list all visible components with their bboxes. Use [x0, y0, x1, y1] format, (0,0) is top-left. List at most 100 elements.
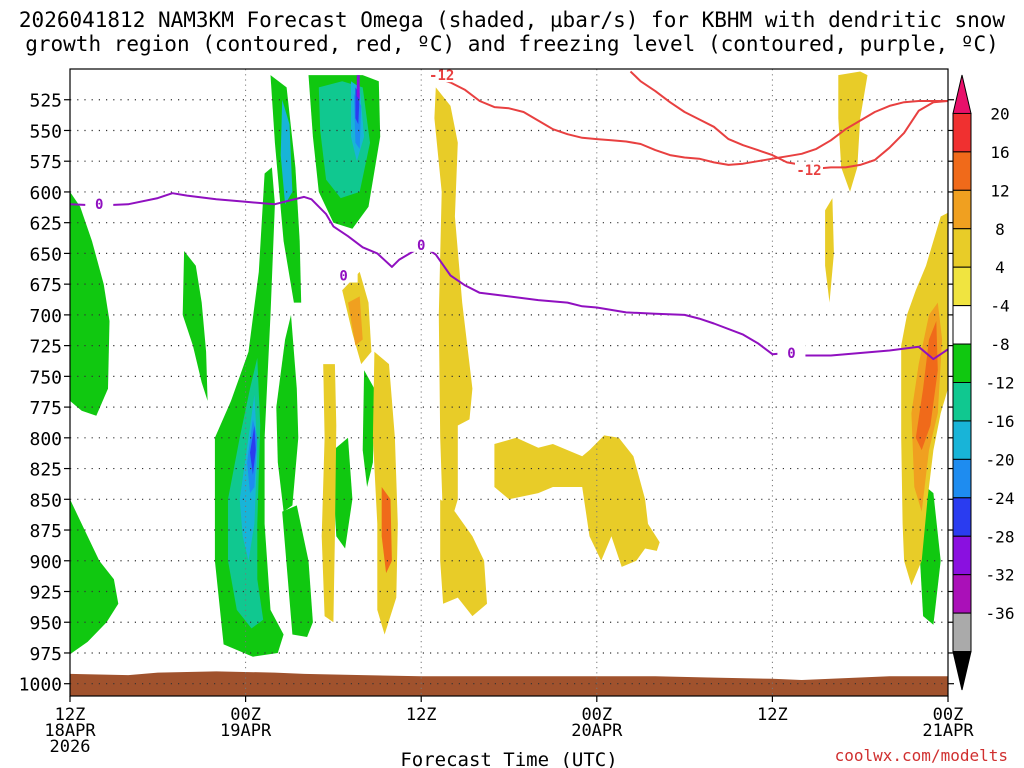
freezing-label-4: 0	[787, 346, 795, 362]
x-tick-label-3-0: 00Z	[581, 705, 612, 725]
y-tick-label-625: 625	[29, 214, 62, 235]
y-tick-label-900: 900	[29, 552, 62, 573]
omega-shading-layer	[70, 71, 948, 657]
freezing-label-4-bg	[777, 344, 806, 360]
y-tick-label-650: 650	[29, 244, 62, 265]
colorbar-swatch-3	[952, 189, 972, 230]
omega-region-29	[494, 435, 660, 567]
y-tick-label-600: 600	[29, 183, 62, 204]
colorbar-swatch-12	[952, 535, 972, 576]
y-tick-label-725: 725	[29, 337, 62, 358]
omega-region-23	[321, 364, 337, 623]
colorbar-label-2: 12	[990, 181, 1009, 200]
y-tick-label-950: 950	[29, 613, 62, 634]
omega-region-14	[280, 99, 293, 205]
x-tick-label-1-0: 00Z	[230, 705, 261, 725]
dendritic-contour-upper	[629, 70, 948, 170]
colorbar-label-8: -16	[986, 412, 1015, 431]
x-tick-label-0-2: 2026	[50, 737, 91, 757]
colorbar-label-12: -32	[986, 566, 1015, 585]
credit-text: coolwx.com/modelts	[834, 746, 1008, 765]
colorbar-label-4: 4	[995, 258, 1005, 277]
y-tick-label-550: 550	[29, 121, 62, 142]
x-tick-label-0-0: 12Z	[55, 705, 86, 725]
omega-region-27	[434, 87, 473, 524]
omega-region-18	[250, 425, 256, 475]
x-tick-label-2-0: 12Z	[406, 705, 437, 725]
omega-region-8	[362, 370, 375, 487]
omega-region-20	[356, 75, 360, 100]
omega-region-2	[182, 251, 208, 401]
omega-region-0	[70, 191, 110, 416]
y-tick-label-975: 975	[29, 644, 62, 665]
colorbar-swatch-4	[952, 228, 972, 268]
chart-title-line-1: 2026041812 NAM3KM Forecast Omega (shaded…	[18, 8, 1006, 32]
colorbar-swatch-15	[952, 651, 972, 691]
colorbar-label-10: -24	[986, 489, 1015, 508]
contour-labels: -12 -12 0 0 0 0	[85, 67, 823, 362]
y-tick-label-800: 800	[29, 429, 62, 450]
omega-region-1	[70, 499, 119, 655]
colorbar-swatch-14	[952, 612, 972, 653]
freezing-label-3-bg	[329, 267, 358, 283]
plot-frame	[69, 68, 949, 697]
dendritic-label-2: -12	[796, 163, 821, 179]
x-tick-label-3-1: 20APR	[571, 721, 623, 741]
x-tick-label-5-1: 21APR	[922, 721, 974, 741]
x-tick-label-5-0: 00Z	[933, 705, 964, 725]
colorbar-swatch-10	[952, 458, 972, 499]
colorbar-label-7: -12	[986, 374, 1015, 393]
terrain-fill	[70, 671, 948, 696]
colorbar: 20 16 12 8 4 -4 -8 -12 -16 -20 -24 -28 -32 -36	[952, 74, 1015, 691]
dendritic-contour-main	[427, 70, 948, 166]
colorbar-label-11: -28	[986, 527, 1015, 546]
freezing-label-1: 0	[95, 197, 103, 213]
freezing-label-2: 0	[417, 238, 425, 254]
omega-region-34	[915, 321, 938, 451]
x-tick-label-0-1: 18APR	[44, 721, 96, 741]
omega-region-4	[276, 314, 299, 512]
omega-region-5	[282, 505, 313, 637]
y-tick-label-575: 575	[29, 152, 62, 173]
colorbar-label-5: -4	[990, 297, 1009, 316]
colorbar-swatch-2	[952, 151, 972, 191]
colorbar-label-1: 16	[990, 143, 1009, 162]
colorbar-swatch-0	[952, 74, 972, 114]
dendritic-label-2-bg	[794, 161, 823, 177]
x-axis-label: Forecast Time (UTC)	[400, 749, 617, 768]
chart-title-line-2: growth region (contoured, red, ºC) and f…	[25, 32, 999, 56]
x-tick-label-1-1: 19APR	[220, 721, 272, 741]
y-tick-label-675: 675	[29, 275, 62, 296]
omega-region-31	[825, 198, 834, 303]
y-tick-label-875: 875	[29, 521, 62, 542]
y-tick-label-700: 700	[29, 306, 62, 327]
omega-region-30	[838, 71, 868, 192]
y-axis: 525 550 575 600 625 650 675 700 725 750 775 800 825 8…	[19, 91, 954, 696]
colorbar-swatch-9	[952, 420, 972, 460]
terrain-layer	[70, 671, 948, 696]
colorbar-swatch-13	[952, 574, 972, 614]
colorbar-label-6: -8	[990, 335, 1009, 354]
freezing-label-2-bg	[407, 236, 436, 252]
y-tick-label-775: 775	[29, 398, 62, 419]
omega-region-28	[440, 499, 487, 617]
freezing-label-3: 0	[339, 269, 347, 285]
y-tick-label-750: 750	[29, 367, 62, 388]
colorbar-swatch-7	[952, 343, 972, 383]
dendritic-label-1: -12	[429, 68, 454, 84]
y-tick-label-525: 525	[29, 91, 62, 112]
colorbar-swatch-5	[952, 266, 972, 307]
dendritic-label-1-bg	[427, 67, 456, 83]
colorbar-swatch-8	[952, 382, 972, 422]
colorbar-label-3: 8	[995, 220, 1005, 239]
colorbar-label-9: -20	[986, 450, 1015, 469]
y-tick-label-850: 850	[29, 490, 62, 511]
x-tick-label-4-0: 12Z	[757, 705, 788, 725]
colorbar-swatch-6	[952, 305, 972, 345]
freezing-label-1-bg	[85, 196, 114, 212]
omega-region-9	[333, 437, 353, 549]
colorbar-label-13: -36	[986, 604, 1015, 623]
y-tick-label-825: 825	[29, 460, 62, 481]
